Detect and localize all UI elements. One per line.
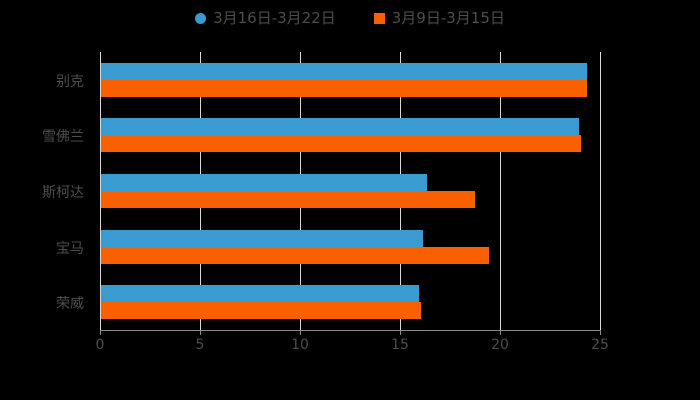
gridline-25 — [600, 52, 601, 330]
bar[interactable] — [101, 118, 579, 136]
tick-mark-15 — [400, 330, 401, 335]
bar[interactable] — [101, 285, 419, 303]
tick-mark-10 — [300, 330, 301, 335]
bar[interactable] — [101, 62, 587, 80]
bar[interactable] — [101, 246, 489, 264]
legend-label-0: 3月16日-3月22日 — [213, 8, 336, 27]
bar-group — [101, 174, 600, 208]
y-tick-label-4: 荣威 — [56, 296, 84, 313]
x-tick-label-5: 5 — [195, 337, 205, 353]
bar-group — [101, 229, 600, 264]
legend-marker-circle-icon — [195, 12, 207, 24]
bar-group — [101, 285, 600, 320]
chart-legend: 3月16日-3月22日 3月9日-3月15日 — [0, 6, 700, 30]
tick-mark-0 — [100, 330, 101, 335]
bar[interactable] — [101, 302, 421, 320]
tick-mark-20 — [500, 330, 501, 335]
x-tick-label-15: 15 — [391, 337, 409, 353]
x-axis-line — [100, 330, 601, 331]
legend-marker-square-icon — [373, 12, 385, 24]
legend-entry-1[interactable]: 3月9日-3月15日 — [373, 8, 505, 27]
bar-group — [101, 118, 600, 153]
bar[interactable] — [101, 79, 587, 97]
tick-mark-25 — [600, 330, 601, 335]
x-tick-label-20: 20 — [491, 337, 509, 353]
x-axis-labels: 0 5 10 15 20 25 — [0, 337, 700, 359]
bar[interactable] — [101, 135, 581, 153]
y-tick-label-0: 别克 — [56, 73, 84, 90]
gridline-20 — [500, 52, 501, 330]
y-tick-label-2: 斯柯达 — [42, 185, 84, 201]
plot-area — [100, 52, 601, 335]
bar[interactable] — [101, 191, 475, 208]
y-axis-line — [100, 52, 101, 330]
bar[interactable] — [101, 229, 423, 247]
x-tick-label-10: 10 — [291, 337, 309, 353]
y-axis-labels: 别克雪佛兰斯柯达宝马荣威 — [0, 52, 92, 330]
bar-group — [101, 62, 600, 97]
bar[interactable] — [101, 174, 427, 191]
x-tick-label-0: 0 — [95, 337, 105, 353]
y-tick-label-1: 雪佛兰 — [42, 129, 84, 146]
tick-mark-5 — [200, 330, 201, 335]
x-tick-label-25: 25 — [591, 337, 609, 353]
legend-entry-0[interactable]: 3月16日-3月22日 — [195, 8, 336, 27]
y-tick-label-3: 宝马 — [56, 240, 84, 257]
legend-label-1: 3月9日-3月15日 — [391, 8, 505, 27]
